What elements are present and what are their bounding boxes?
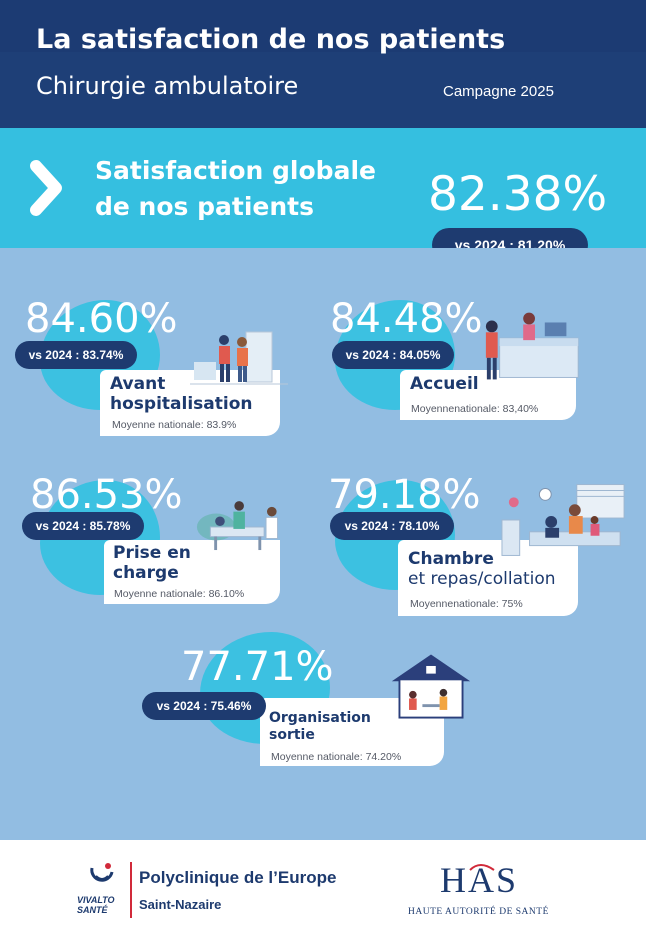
- global-satisfaction-label: Satisfaction globale de nos patients: [95, 156, 376, 221]
- metric-national-average: Moyenne nationale: 74.20%: [271, 751, 402, 763]
- metric-national-average: Moyenne nationale: 83.9%: [112, 419, 237, 431]
- page-subtitle: Chirurgie ambulatoire: [36, 72, 299, 100]
- vivalto-logo: [90, 863, 114, 882]
- metric-value: 84.48%: [330, 296, 483, 342]
- metric-vs-badge: vs 2024 : 78.10%: [330, 512, 454, 540]
- metric-card: [104, 540, 280, 604]
- global-satisfaction-value: 82.38%: [428, 167, 608, 222]
- metric-value: 84.60%: [25, 296, 178, 342]
- patient-care-illustration: [196, 501, 279, 551]
- house-discharge-illustration: [391, 654, 471, 719]
- has-logo: HAS: [440, 860, 516, 898]
- metric-title: Accueil: [410, 374, 479, 394]
- metric-card: [398, 540, 578, 616]
- chevron-right-icon: [30, 160, 62, 216]
- metric-national-average: Moyenne nationale: 86.10%: [114, 588, 245, 600]
- vivalto-logo-text: VIVALTO SANTÉ: [77, 895, 115, 915]
- reception-desk-illustration: [485, 312, 579, 380]
- has-full-name: HAUTE AUTORITÉ DE SANTÉ: [408, 907, 549, 917]
- metric-vs-badge: vs 2024 : 75.46%: [142, 692, 266, 720]
- metric-value: 79.18%: [328, 472, 481, 518]
- metric-title: Avant hospitalisation: [110, 374, 253, 414]
- metric-value: 86.53%: [30, 472, 183, 518]
- metric-vs-badge: vs 2024 : 84.05%: [332, 341, 454, 369]
- metric-title: Prise en charge: [113, 543, 191, 583]
- doctor-consultation-illustration: [190, 331, 288, 385]
- metric-title: Chambre et repas/collation: [408, 549, 576, 589]
- page-title: La satisfaction de nos patients: [36, 24, 506, 55]
- header-top-band: [0, 0, 646, 52]
- clinic-city: Saint-Nazaire: [139, 897, 222, 912]
- logo-separator: [130, 862, 132, 918]
- footer: [0, 840, 646, 925]
- metric-national-average: Moyennenationale: 75%: [410, 598, 523, 610]
- campaign-label: Campagne 2025: [443, 83, 554, 100]
- metric-title-plain: et repas/collation: [408, 569, 556, 589]
- metric-title-bold: Chambre: [408, 549, 494, 569]
- header-bottom-band: [0, 52, 646, 128]
- hospital-room-illustration: [501, 484, 625, 556]
- metric-vs-badge: vs 2024 : 83.74%: [15, 341, 137, 369]
- clinic-name: Polyclinique de l’Europe: [139, 868, 337, 887]
- metric-title: Organisation sortie: [269, 710, 371, 743]
- metric-national-average: Moyennenationale: 83,40%: [411, 403, 539, 415]
- metric-value: 77.71%: [181, 644, 334, 690]
- metric-vs-badge: vs 2024 : 85.78%: [22, 512, 144, 540]
